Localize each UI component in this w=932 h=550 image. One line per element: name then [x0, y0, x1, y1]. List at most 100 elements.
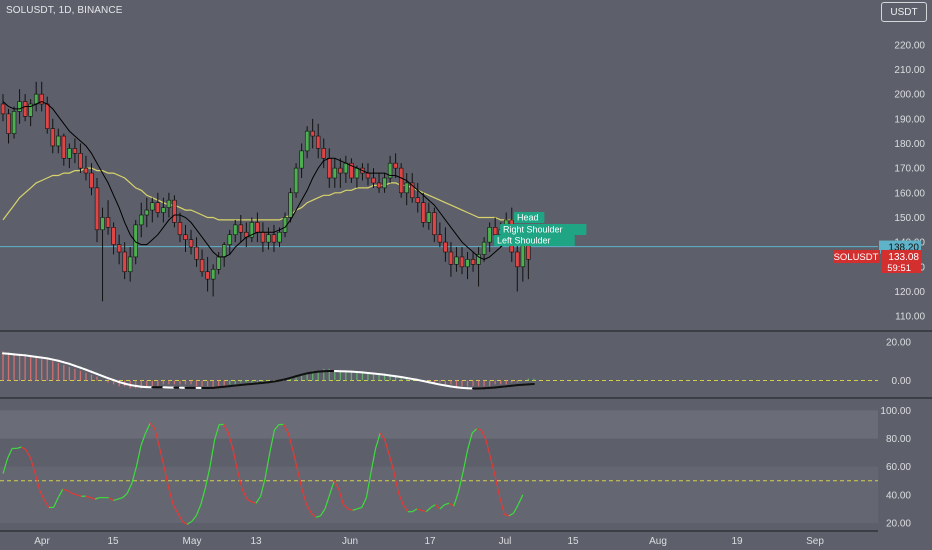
time-tick-label: Aug — [649, 536, 667, 547]
candle-body — [410, 182, 415, 199]
stochastic-segment — [85, 495, 91, 499]
stochastic-segment — [517, 494, 524, 505]
candle-body — [155, 202, 161, 213]
stochastic-segment — [214, 424, 220, 441]
candle-body — [94, 187, 100, 231]
stochastic-segment — [16, 446, 22, 449]
price-tick-label: 120.00 — [894, 287, 925, 298]
oscillator-tick-label: 20.00 — [886, 337, 911, 348]
stochastic-segment — [301, 489, 308, 505]
candle-body — [316, 135, 321, 149]
candle-body — [144, 209, 149, 216]
candle-body — [476, 254, 481, 265]
pattern-label: Left Shoulder — [497, 236, 551, 246]
candle-body — [448, 251, 454, 265]
candle-body — [487, 227, 492, 243]
stochastic-segment — [172, 504, 179, 514]
stochastic-segment — [177, 512, 183, 522]
candle-body — [222, 244, 227, 258]
stochastic-segment — [467, 432, 473, 450]
stochastic-tick-label: 80.00 — [886, 434, 911, 445]
candle-body — [50, 128, 55, 147]
stochastic-segment — [379, 432, 386, 441]
last-price-box — [881, 250, 921, 273]
stochastic-segment — [200, 487, 206, 505]
price-tick-label: 150.00 — [894, 213, 925, 224]
stochastic-segment — [421, 509, 427, 513]
candle-body — [238, 224, 243, 233]
candle-body — [6, 113, 11, 134]
stochastic-segment — [39, 490, 45, 501]
time-tick-label: Apr — [34, 536, 50, 547]
stochastic-segment — [126, 483, 133, 494]
candle-body — [122, 251, 127, 273]
candle-body — [133, 224, 138, 258]
candle-body — [11, 111, 17, 134]
stochastic-segment — [480, 429, 487, 441]
candle-body — [89, 172, 94, 189]
candle-body — [0, 103, 6, 115]
stochastic-segment — [122, 492, 128, 499]
stochastic-segment — [94, 497, 100, 500]
candle-body — [127, 256, 133, 273]
candle-body — [227, 234, 232, 245]
stochastic-segment — [251, 501, 257, 504]
time-tick-label: Sep — [806, 536, 824, 547]
price-tick-label: 220.00 — [894, 40, 925, 51]
candle-body — [161, 207, 166, 213]
stochastic-segment — [7, 448, 13, 459]
stochastic-segment — [347, 508, 353, 511]
candle-body — [338, 167, 343, 174]
stochastic-segment — [30, 458, 36, 474]
stochastic-segment — [402, 504, 409, 513]
time-tick-label: 17 — [424, 536, 436, 547]
stochastic-segment — [333, 480, 340, 490]
stochastic-tick-label: 40.00 — [886, 490, 911, 501]
candle-body — [72, 148, 78, 154]
stochastic-tick-label: 20.00 — [886, 518, 911, 529]
time-tick-label: Jun — [342, 536, 358, 547]
stochastic-segment — [57, 488, 64, 498]
stochastic-segment — [306, 504, 312, 514]
candle-body — [194, 246, 199, 260]
candle-body — [327, 157, 332, 179]
candle-body — [426, 212, 432, 223]
candle-body — [45, 103, 50, 129]
symbol-label: SOLUSDT — [834, 252, 879, 263]
candle-body — [387, 162, 393, 179]
pattern-label-box — [500, 224, 587, 235]
price-axis: 220.00 210.00 200.00 190.00 180.00 170.00 160.… — [880, 40, 925, 529]
candle-body — [277, 231, 282, 243]
currency-button[interactable]: USDT — [881, 2, 927, 22]
stochastic-segment — [25, 449, 32, 459]
stochastic-segment — [140, 432, 147, 446]
stochastic-segment — [476, 428, 482, 431]
stochastic-segment — [462, 449, 469, 473]
stochastic-segment — [260, 477, 266, 497]
candle-body — [398, 167, 404, 194]
candle-body — [78, 153, 83, 169]
stochastic-segment — [393, 472, 400, 494]
last-price: 133.08 — [888, 252, 919, 263]
time-tick-label: 19 — [731, 536, 743, 547]
stochastic-segment — [145, 422, 151, 434]
candle-body — [17, 101, 22, 112]
stochastic-segment — [71, 492, 77, 496]
stochastic-segment — [163, 466, 170, 488]
time-tick-label: Jul — [499, 536, 512, 547]
stochastic-segment — [453, 491, 459, 507]
stochastic-segment — [108, 497, 114, 501]
candle-body — [293, 167, 299, 194]
stochastic-segment — [310, 512, 317, 518]
candle-body — [432, 212, 437, 236]
time-tick-label: 15 — [567, 536, 579, 547]
candle-body — [172, 199, 177, 223]
stochastic-segment — [370, 448, 377, 473]
stochastic-segment — [485, 439, 492, 459]
time-tick-label: May — [183, 536, 202, 547]
stochastic-segment — [434, 504, 441, 510]
stochastic-segment — [158, 446, 165, 467]
candle-body — [22, 101, 28, 117]
stochastic-segment — [21, 446, 27, 451]
stochastic-segment — [113, 498, 119, 502]
